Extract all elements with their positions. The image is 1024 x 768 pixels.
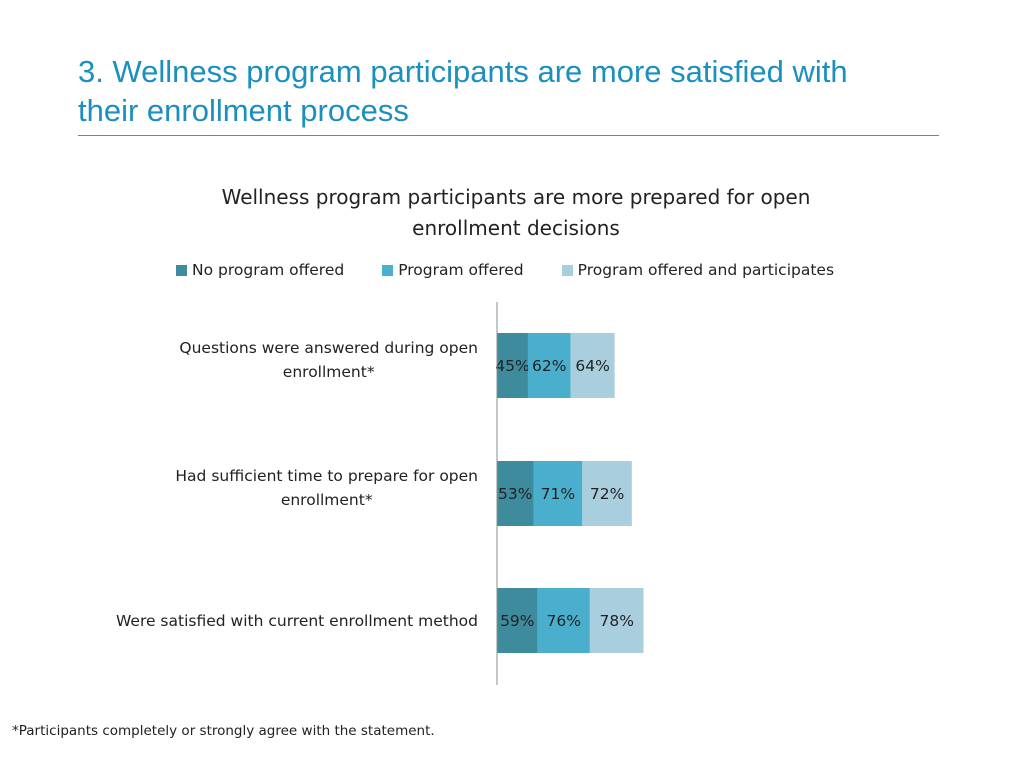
bar-c0-s2 (570, 333, 615, 398)
legend-label-program-offered: Program offered (398, 261, 524, 279)
legend-swatch-program-offered (382, 264, 394, 276)
data-label-c1-s1: 71% (541, 485, 575, 503)
category-label-2: Were satisfied with current enrollment m… (116, 612, 478, 630)
bar-c0-s0 (497, 333, 528, 398)
data-label-c1-s2: 72% (590, 485, 624, 503)
category-label-0-line-2: enrollment* (283, 363, 375, 381)
data-label-c1-s0: 53% (498, 485, 532, 503)
slide-title-line-1: 3. Wellness program participants are mor… (78, 54, 848, 89)
data-label-c2-s2: 78% (599, 612, 633, 630)
category-label-1-line-1: Had sufficient time to prepare for open (175, 467, 478, 485)
category-label-0-line-1: Questions were answered during open (179, 339, 478, 357)
legend-label-no-program: No program offered (192, 261, 345, 279)
chart-title: Wellness program participants are more p… (196, 182, 836, 244)
data-label-c0-s0: 45% (495, 357, 529, 375)
data-label-c2-s0: 59% (500, 612, 534, 630)
slide-title-line-2: their enrollment process (78, 93, 409, 128)
slide-title: 3. Wellness program participants are mor… (78, 52, 958, 130)
bar-c2-s2 (589, 588, 644, 653)
bar-c1-s1 (533, 461, 583, 526)
data-label-c0-s2: 64% (575, 357, 609, 375)
bar-c1-s2 (582, 461, 632, 526)
title-divider (78, 135, 939, 136)
chart-title-line-1: Wellness program participants are more p… (221, 185, 811, 209)
data-label-c0-s1: 62% (532, 357, 566, 375)
bar-c2-s0 (497, 588, 538, 653)
legend-item-program-offered: Program offered (382, 261, 524, 279)
bar-c0-s1 (527, 333, 571, 398)
chart-legend: No program offered Program offered Progr… (176, 259, 872, 281)
bar-c2-s1 (537, 588, 590, 653)
chart-title-line-2: enrollment decisions (412, 216, 620, 240)
footnote: *Participants completely or strongly agr… (12, 723, 435, 739)
legend-label-participates: Program offered and participates (577, 261, 835, 279)
category-label-1-line-2: enrollment* (281, 491, 373, 509)
legend-item-participates: Program offered and participates (561, 261, 835, 279)
legend-swatch-no-program (176, 264, 187, 276)
bar-c1-s0 (497, 461, 534, 526)
legend-swatch-participates (561, 264, 573, 276)
legend-item-no-program: No program offered (176, 261, 344, 279)
data-label-c2-s1: 76% (547, 612, 581, 630)
